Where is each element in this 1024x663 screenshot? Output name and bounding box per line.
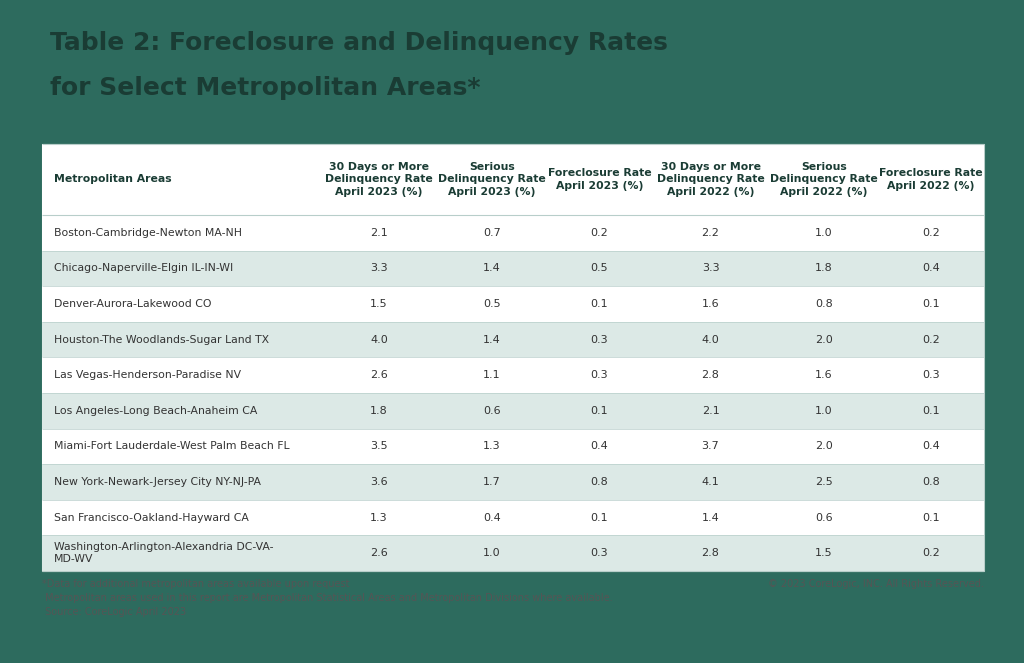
- Text: 2.0: 2.0: [815, 335, 833, 345]
- Text: 2.6: 2.6: [370, 548, 388, 558]
- Text: 1.5: 1.5: [370, 299, 388, 309]
- Text: Serious
Delinquency Rate
April 2022 (%): Serious Delinquency Rate April 2022 (%): [770, 162, 878, 197]
- Text: 0.4: 0.4: [591, 442, 608, 452]
- Text: 2.1: 2.1: [701, 406, 720, 416]
- Text: 0.8: 0.8: [923, 477, 940, 487]
- Bar: [42, 144, 984, 571]
- Text: Los Angeles-Long Beach-Anaheim CA: Los Angeles-Long Beach-Anaheim CA: [54, 406, 258, 416]
- Text: 2.5: 2.5: [815, 477, 833, 487]
- Text: 0.1: 0.1: [591, 299, 608, 309]
- Text: 0.6: 0.6: [483, 406, 501, 416]
- Text: 1.4: 1.4: [483, 263, 501, 273]
- Text: 30 Days or More
Delinquency Rate
April 2022 (%): 30 Days or More Delinquency Rate April 2…: [656, 162, 765, 197]
- Text: 0.8: 0.8: [591, 477, 608, 487]
- Text: 1.8: 1.8: [815, 263, 833, 273]
- Text: 1.5: 1.5: [815, 548, 833, 558]
- Text: Table 2: Foreclosure and Delinquency Rates: Table 2: Foreclosure and Delinquency Rat…: [50, 30, 668, 54]
- Text: 3.3: 3.3: [701, 263, 720, 273]
- Text: 2.0: 2.0: [815, 442, 833, 452]
- Text: 0.4: 0.4: [923, 263, 940, 273]
- Text: 0.2: 0.2: [591, 228, 608, 238]
- Text: 1.3: 1.3: [370, 512, 388, 522]
- Text: 0.1: 0.1: [591, 512, 608, 522]
- Text: 3.5: 3.5: [370, 442, 388, 452]
- Text: 0.8: 0.8: [815, 299, 833, 309]
- Text: *Data for additional metropolitan areas available upon request
 Metropolitan are: *Data for additional metropolitan areas …: [42, 579, 613, 617]
- Bar: [42, 428, 984, 464]
- Text: 2.8: 2.8: [701, 370, 720, 380]
- Text: 0.1: 0.1: [923, 512, 940, 522]
- Text: 1.4: 1.4: [701, 512, 720, 522]
- Text: 2.1: 2.1: [370, 228, 388, 238]
- Text: 1.1: 1.1: [483, 370, 501, 380]
- Text: 4.1: 4.1: [701, 477, 720, 487]
- Text: Foreclosure Rate
April 2022 (%): Foreclosure Rate April 2022 (%): [880, 168, 983, 191]
- Text: 4.0: 4.0: [370, 335, 388, 345]
- Bar: [42, 535, 984, 571]
- Text: 0.1: 0.1: [591, 406, 608, 416]
- Text: New York-Newark-Jersey City NY-NJ-PA: New York-Newark-Jersey City NY-NJ-PA: [54, 477, 261, 487]
- Text: 1.4: 1.4: [483, 335, 501, 345]
- Text: 0.3: 0.3: [591, 370, 608, 380]
- Text: 0.1: 0.1: [923, 406, 940, 416]
- Text: 0.2: 0.2: [923, 548, 940, 558]
- Text: 1.0: 1.0: [815, 228, 833, 238]
- Text: 1.7: 1.7: [483, 477, 501, 487]
- Text: 1.6: 1.6: [701, 299, 720, 309]
- Text: 4.0: 4.0: [701, 335, 720, 345]
- Text: 2.8: 2.8: [701, 548, 720, 558]
- Text: 2.2: 2.2: [701, 228, 720, 238]
- Text: 1.0: 1.0: [483, 548, 501, 558]
- Text: 1.6: 1.6: [815, 370, 833, 380]
- Bar: [42, 500, 984, 535]
- Text: Serious
Delinquency Rate
April 2023 (%): Serious Delinquency Rate April 2023 (%): [438, 162, 546, 197]
- Text: Miami-Fort Lauderdale-West Palm Beach FL: Miami-Fort Lauderdale-West Palm Beach FL: [54, 442, 290, 452]
- Text: 0.4: 0.4: [923, 442, 940, 452]
- Text: 0.2: 0.2: [923, 228, 940, 238]
- Bar: [42, 393, 984, 428]
- Text: 30 Days or More
Delinquency Rate
April 2023 (%): 30 Days or More Delinquency Rate April 2…: [325, 162, 433, 197]
- Bar: [42, 251, 984, 286]
- Bar: [42, 322, 984, 357]
- Bar: [42, 215, 984, 251]
- Text: Houston-The Woodlands-Sugar Land TX: Houston-The Woodlands-Sugar Land TX: [54, 335, 269, 345]
- Text: 2.6: 2.6: [370, 370, 388, 380]
- Text: for Select Metropolitan Areas*: for Select Metropolitan Areas*: [50, 76, 480, 100]
- Text: 0.2: 0.2: [923, 335, 940, 345]
- Text: 0.5: 0.5: [483, 299, 501, 309]
- Text: Metropolitan Areas: Metropolitan Areas: [54, 174, 172, 184]
- Text: 0.3: 0.3: [591, 548, 608, 558]
- Text: 3.3: 3.3: [370, 263, 388, 273]
- Text: Chicago-Naperville-Elgin IL-IN-WI: Chicago-Naperville-Elgin IL-IN-WI: [54, 263, 233, 273]
- Text: Foreclosure Rate
April 2023 (%): Foreclosure Rate April 2023 (%): [548, 168, 651, 191]
- Text: Las Vegas-Henderson-Paradise NV: Las Vegas-Henderson-Paradise NV: [54, 370, 242, 380]
- Text: 0.1: 0.1: [923, 299, 940, 309]
- Text: 3.6: 3.6: [370, 477, 388, 487]
- Text: Washington-Arlington-Alexandria DC-VA-
MD-WV: Washington-Arlington-Alexandria DC-VA- M…: [54, 542, 273, 564]
- Bar: [42, 144, 984, 215]
- Text: 0.6: 0.6: [815, 512, 833, 522]
- Text: 3.7: 3.7: [701, 442, 720, 452]
- Text: 0.3: 0.3: [923, 370, 940, 380]
- Text: 1.0: 1.0: [815, 406, 833, 416]
- Bar: [42, 464, 984, 500]
- Bar: [42, 286, 984, 322]
- Text: Denver-Aurora-Lakewood CO: Denver-Aurora-Lakewood CO: [54, 299, 212, 309]
- Text: San Francisco-Oakland-Hayward CA: San Francisco-Oakland-Hayward CA: [54, 512, 249, 522]
- Bar: [42, 357, 984, 393]
- Text: 0.7: 0.7: [483, 228, 501, 238]
- Text: 1.8: 1.8: [370, 406, 388, 416]
- Text: 0.4: 0.4: [483, 512, 501, 522]
- Text: 0.3: 0.3: [591, 335, 608, 345]
- Text: 0.5: 0.5: [591, 263, 608, 273]
- Text: Boston-Cambridge-Newton MA-NH: Boston-Cambridge-Newton MA-NH: [54, 228, 243, 238]
- Text: 1.3: 1.3: [483, 442, 501, 452]
- Text: © 2023 CoreLogic, INC. All Rights Reserved.: © 2023 CoreLogic, INC. All Rights Reserv…: [768, 579, 984, 589]
